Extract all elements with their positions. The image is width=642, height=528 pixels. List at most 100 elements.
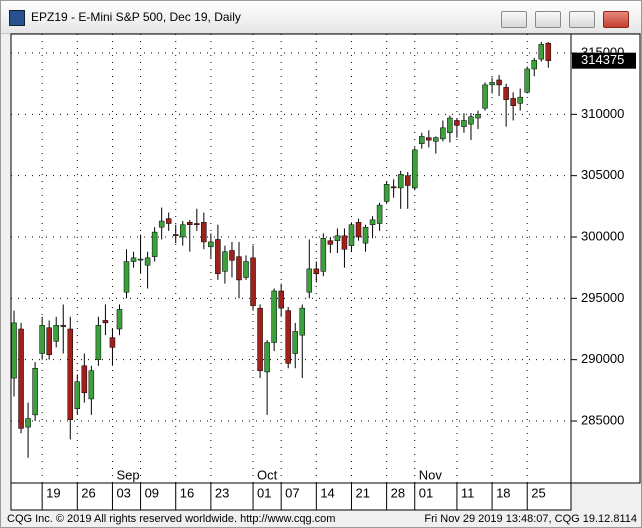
candle-body bbox=[489, 82, 495, 86]
candle-body bbox=[278, 290, 284, 309]
x-tick-label: 19 bbox=[46, 485, 60, 500]
candle-body bbox=[215, 239, 221, 275]
candle-body bbox=[208, 241, 214, 248]
x-tick-label: 03 bbox=[116, 485, 130, 500]
candle-body bbox=[18, 328, 24, 429]
candle-body bbox=[144, 257, 151, 266]
candle-body bbox=[46, 327, 52, 356]
x-axis-strip bbox=[10, 482, 572, 511]
candle-body bbox=[510, 98, 516, 106]
candle-body bbox=[369, 219, 376, 225]
maximize-button[interactable] bbox=[569, 11, 595, 28]
month-label: Sep bbox=[116, 467, 139, 482]
candle-body bbox=[383, 184, 390, 202]
y-tick-label: 295000 bbox=[581, 290, 624, 305]
candle-body bbox=[67, 328, 74, 421]
y-tick-label: 310000 bbox=[581, 106, 624, 121]
month-label: Nov bbox=[419, 467, 443, 482]
candle-body bbox=[376, 204, 383, 224]
candle-body bbox=[454, 120, 460, 126]
x-tick-label: 23 bbox=[215, 485, 229, 500]
candle-body bbox=[32, 368, 38, 416]
candle-body bbox=[271, 290, 277, 343]
candle-body bbox=[53, 325, 59, 342]
candle-body bbox=[299, 307, 306, 336]
candle-body bbox=[433, 137, 439, 142]
y-tick-label: 285000 bbox=[581, 412, 624, 427]
y-tick-label: 305000 bbox=[581, 167, 624, 182]
candle-body bbox=[362, 226, 369, 244]
candle-body bbox=[404, 175, 411, 186]
candle-body bbox=[194, 223, 200, 225]
x-tick-label: 09 bbox=[145, 485, 159, 500]
candle-body bbox=[426, 137, 432, 141]
candle-body bbox=[180, 224, 186, 238]
candle-body bbox=[461, 120, 467, 127]
chart: 2850002900002950003000003050003100003150… bbox=[5, 33, 641, 511]
y-tick-label: 300000 bbox=[581, 228, 624, 243]
x-tick-label: 16 bbox=[180, 485, 194, 500]
candle-body bbox=[39, 325, 45, 354]
candle-body bbox=[327, 240, 334, 245]
candle-body bbox=[468, 116, 474, 125]
last-price-label: 314375 bbox=[581, 52, 624, 67]
x-tick-label: 21 bbox=[355, 485, 369, 500]
month-label: Oct bbox=[257, 467, 278, 482]
candle-body bbox=[95, 325, 102, 360]
candle-body bbox=[285, 310, 291, 364]
candle-body bbox=[306, 268, 313, 293]
candle-body bbox=[116, 309, 123, 330]
candle-body bbox=[341, 235, 348, 250]
app-icon bbox=[9, 10, 25, 26]
candle-body bbox=[447, 117, 453, 133]
candle-body bbox=[334, 235, 341, 241]
candle-body bbox=[524, 68, 530, 93]
candle-body bbox=[496, 79, 502, 86]
candle-body bbox=[243, 261, 249, 278]
x-tick-label: 28 bbox=[391, 485, 405, 500]
candle-body bbox=[236, 256, 242, 281]
candle-body bbox=[158, 220, 165, 228]
link-button[interactable] bbox=[501, 11, 527, 28]
window-title: EPZ19 - E-Mini S&P 500, Dec 19, Daily bbox=[31, 10, 241, 24]
footer: CQG Inc. © 2019 All rights reserved worl… bbox=[1, 511, 641, 527]
candle-body bbox=[411, 149, 418, 189]
candle-body bbox=[123, 261, 130, 293]
candle-body bbox=[482, 84, 488, 109]
candle-body bbox=[102, 320, 109, 324]
candle-body bbox=[201, 222, 207, 243]
candle-body bbox=[11, 322, 17, 379]
candle-body bbox=[74, 381, 81, 409]
candle-body bbox=[397, 174, 404, 189]
candle-body bbox=[531, 60, 537, 70]
candle-body bbox=[229, 250, 235, 261]
timestamp: Fri Nov 29 2019 13:48:07, CQG 19.12.8114 bbox=[424, 513, 637, 525]
candle-body bbox=[109, 337, 116, 348]
candle-body bbox=[355, 222, 362, 238]
candle-body bbox=[130, 257, 137, 262]
candle-body bbox=[25, 418, 31, 428]
x-tick-label: 01 bbox=[257, 485, 271, 500]
candle-body bbox=[313, 268, 320, 275]
candle-body bbox=[503, 87, 509, 100]
y-tick-label: 290000 bbox=[581, 351, 624, 366]
close-button[interactable] bbox=[603, 11, 629, 28]
candle-body bbox=[151, 231, 158, 257]
last-price-box bbox=[572, 52, 636, 69]
x-tick-label: 18 bbox=[496, 485, 510, 500]
candle-body bbox=[250, 257, 256, 306]
minimize-button[interactable] bbox=[535, 11, 561, 28]
candle-body bbox=[60, 325, 66, 327]
title-bar: EPZ19 - E-Mini S&P 500, Dec 19, Daily bbox=[1, 1, 641, 34]
x-tick-label: 11 bbox=[461, 485, 475, 500]
candle-body bbox=[517, 96, 523, 104]
copyright: CQG Inc. © 2019 All rights reserved worl… bbox=[7, 513, 336, 525]
candle-body bbox=[348, 224, 355, 246]
candle-body bbox=[5, 354, 10, 376]
candle-body bbox=[390, 186, 397, 189]
candle-body bbox=[137, 258, 144, 261]
candle-body bbox=[538, 44, 545, 60]
candle-body bbox=[222, 251, 228, 272]
candle-body bbox=[320, 237, 327, 272]
